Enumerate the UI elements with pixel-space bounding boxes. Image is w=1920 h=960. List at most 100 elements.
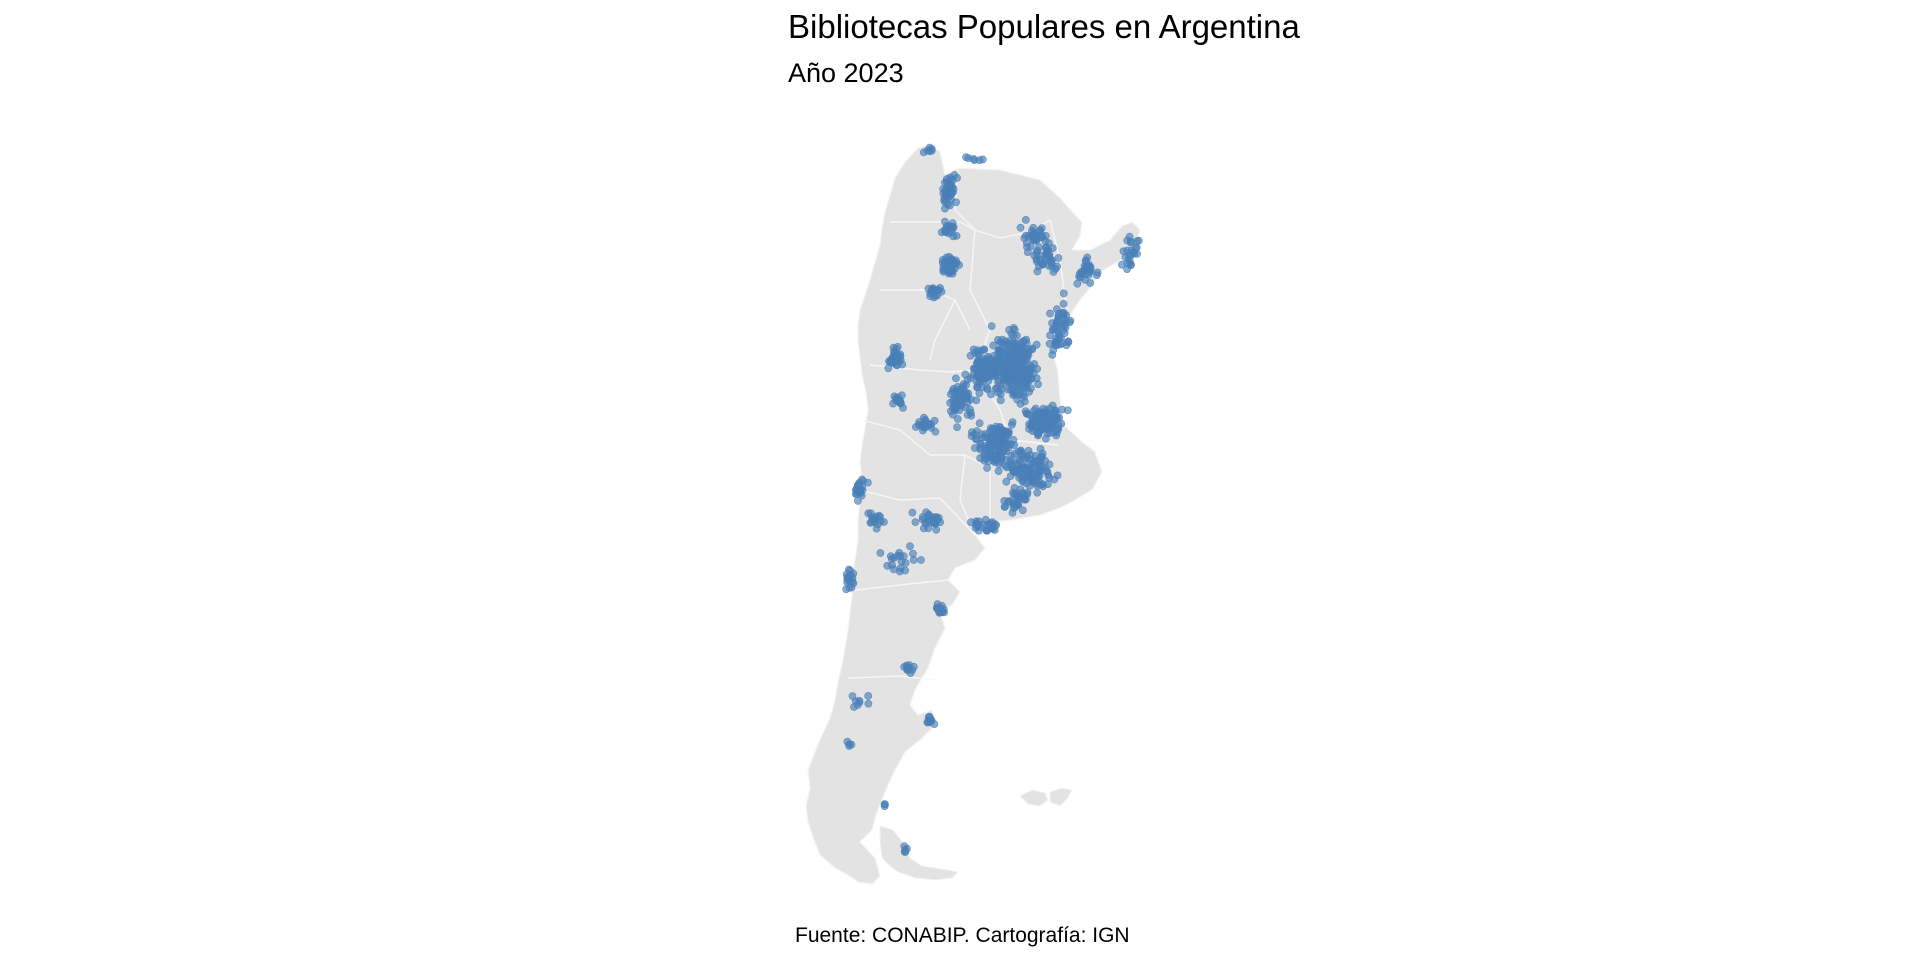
library-point [992,384,1000,393]
library-point [884,364,893,373]
library-point [1008,350,1017,359]
library-point [1035,471,1044,480]
library-point [989,341,998,350]
library-point [1002,477,1011,486]
library-point [1075,269,1084,278]
library-point [986,370,995,378]
library-point [947,228,956,236]
tierra-del-fuego [879,825,960,881]
library-point [846,576,854,585]
library-point [1037,453,1046,462]
library-point [1028,344,1037,353]
library-point [1047,258,1056,267]
library-point [953,423,961,431]
library-point [1125,251,1134,260]
library-point [950,401,959,409]
library-point [1004,498,1013,506]
library-point [978,155,987,164]
library-point [1016,350,1025,359]
library-point [1012,361,1020,370]
library-point [995,460,1003,469]
library-point [1020,454,1029,463]
library-point [1013,331,1021,340]
library-point [1126,258,1134,267]
library-point [1000,503,1009,511]
library-point [966,408,975,417]
library-point [987,322,996,330]
library-point [994,376,1003,385]
library-point [940,194,949,202]
library-point [897,399,905,408]
library-point [1010,342,1019,351]
library-point [1008,509,1017,517]
library-point [1014,447,1023,456]
library-point [931,427,940,436]
library-point [855,698,864,707]
library-point [972,519,981,528]
library-point [864,509,873,518]
library-point [890,392,899,401]
library-point [933,604,942,613]
library-point [1016,399,1025,408]
library-point [1058,308,1067,317]
library-point [1060,329,1069,337]
library-point [975,419,984,428]
library-point [901,566,910,575]
library-point [994,426,1003,435]
library-point [1007,451,1016,460]
library-point [1005,325,1014,334]
library-point [1059,289,1068,298]
library-point [923,146,932,155]
library-point [1059,299,1068,308]
library-point [909,549,917,558]
library-point [966,351,975,360]
library-point [1001,427,1010,436]
library-point [1046,309,1054,318]
library-point [943,221,951,230]
library-point [947,195,955,204]
library-point [1022,479,1030,488]
library-points [842,143,1143,856]
library-point [876,513,884,521]
library-point [1054,254,1063,262]
library-point [1063,406,1072,415]
library-point [918,515,927,524]
library-point [949,410,957,419]
library-point [911,518,920,526]
library-point [924,511,933,520]
islas-malvinas [1019,787,1073,807]
library-point [1001,337,1010,346]
library-point [864,478,872,487]
library-point [881,800,889,809]
library-point [955,392,964,401]
library-point [1016,223,1025,232]
library-point [936,283,944,292]
library-point [1048,326,1057,334]
library-point [1012,374,1021,383]
library-point [925,712,934,721]
library-point [990,435,999,444]
library-point [953,415,962,423]
library-point [1118,260,1126,269]
library-point [997,441,1005,449]
library-point [1025,424,1033,433]
library-point [893,551,902,560]
library-point [1024,374,1032,383]
map-caption: Fuente: CONABIP. Cartografía: IGN [795,924,1130,947]
library-point [1039,259,1047,268]
library-point [1018,472,1027,481]
library-point [1008,463,1016,471]
library-point [864,699,873,708]
library-point [1040,412,1048,421]
library-point [988,442,997,451]
library-point [975,526,983,535]
library-point [901,847,910,856]
library-point [969,345,978,354]
library-point [994,467,1003,475]
library-point [983,385,992,394]
library-point [994,346,1003,355]
library-point [893,361,902,369]
map-subtitle: Año 2023 [788,58,904,88]
library-point [1132,243,1141,252]
